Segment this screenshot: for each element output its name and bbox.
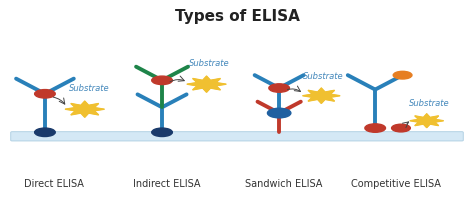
Circle shape [35,89,55,98]
Polygon shape [302,88,340,103]
FancyBboxPatch shape [11,132,463,141]
Polygon shape [410,114,444,128]
Text: Competitive ELISA: Competitive ELISA [351,179,441,189]
Text: Substrate: Substrate [303,72,344,81]
Text: Substrate: Substrate [69,84,110,93]
Polygon shape [187,76,226,92]
Circle shape [269,84,290,92]
Circle shape [392,124,410,132]
Circle shape [35,128,55,137]
Circle shape [365,124,385,132]
Text: Types of ELISA: Types of ELISA [174,9,300,24]
Circle shape [152,76,173,85]
Circle shape [393,71,412,79]
Text: Direct ELISA: Direct ELISA [24,179,84,189]
Text: Substrate: Substrate [409,99,449,108]
Text: Indirect ELISA: Indirect ELISA [133,179,201,189]
Circle shape [152,128,173,137]
Text: Substrate: Substrate [189,59,229,68]
Circle shape [267,108,291,118]
Text: Sandwich ELISA: Sandwich ELISA [245,179,322,189]
Polygon shape [65,101,104,117]
